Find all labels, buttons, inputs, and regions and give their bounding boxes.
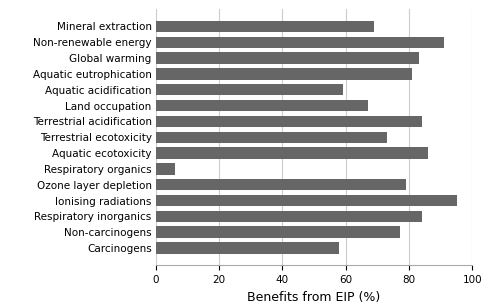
Bar bbox=[156, 211, 422, 222]
Bar bbox=[156, 52, 419, 64]
Bar bbox=[156, 147, 428, 159]
Bar bbox=[156, 163, 175, 174]
Bar bbox=[156, 179, 406, 190]
Bar bbox=[156, 116, 422, 127]
Bar bbox=[156, 84, 343, 95]
X-axis label: Benefits from EIP (%): Benefits from EIP (%) bbox=[247, 291, 381, 304]
Bar bbox=[156, 242, 339, 254]
Bar bbox=[156, 37, 444, 48]
Bar bbox=[156, 100, 368, 111]
Bar bbox=[156, 227, 399, 238]
Bar bbox=[156, 195, 457, 206]
Bar bbox=[156, 68, 412, 80]
Bar bbox=[156, 131, 387, 143]
Bar bbox=[156, 21, 375, 32]
